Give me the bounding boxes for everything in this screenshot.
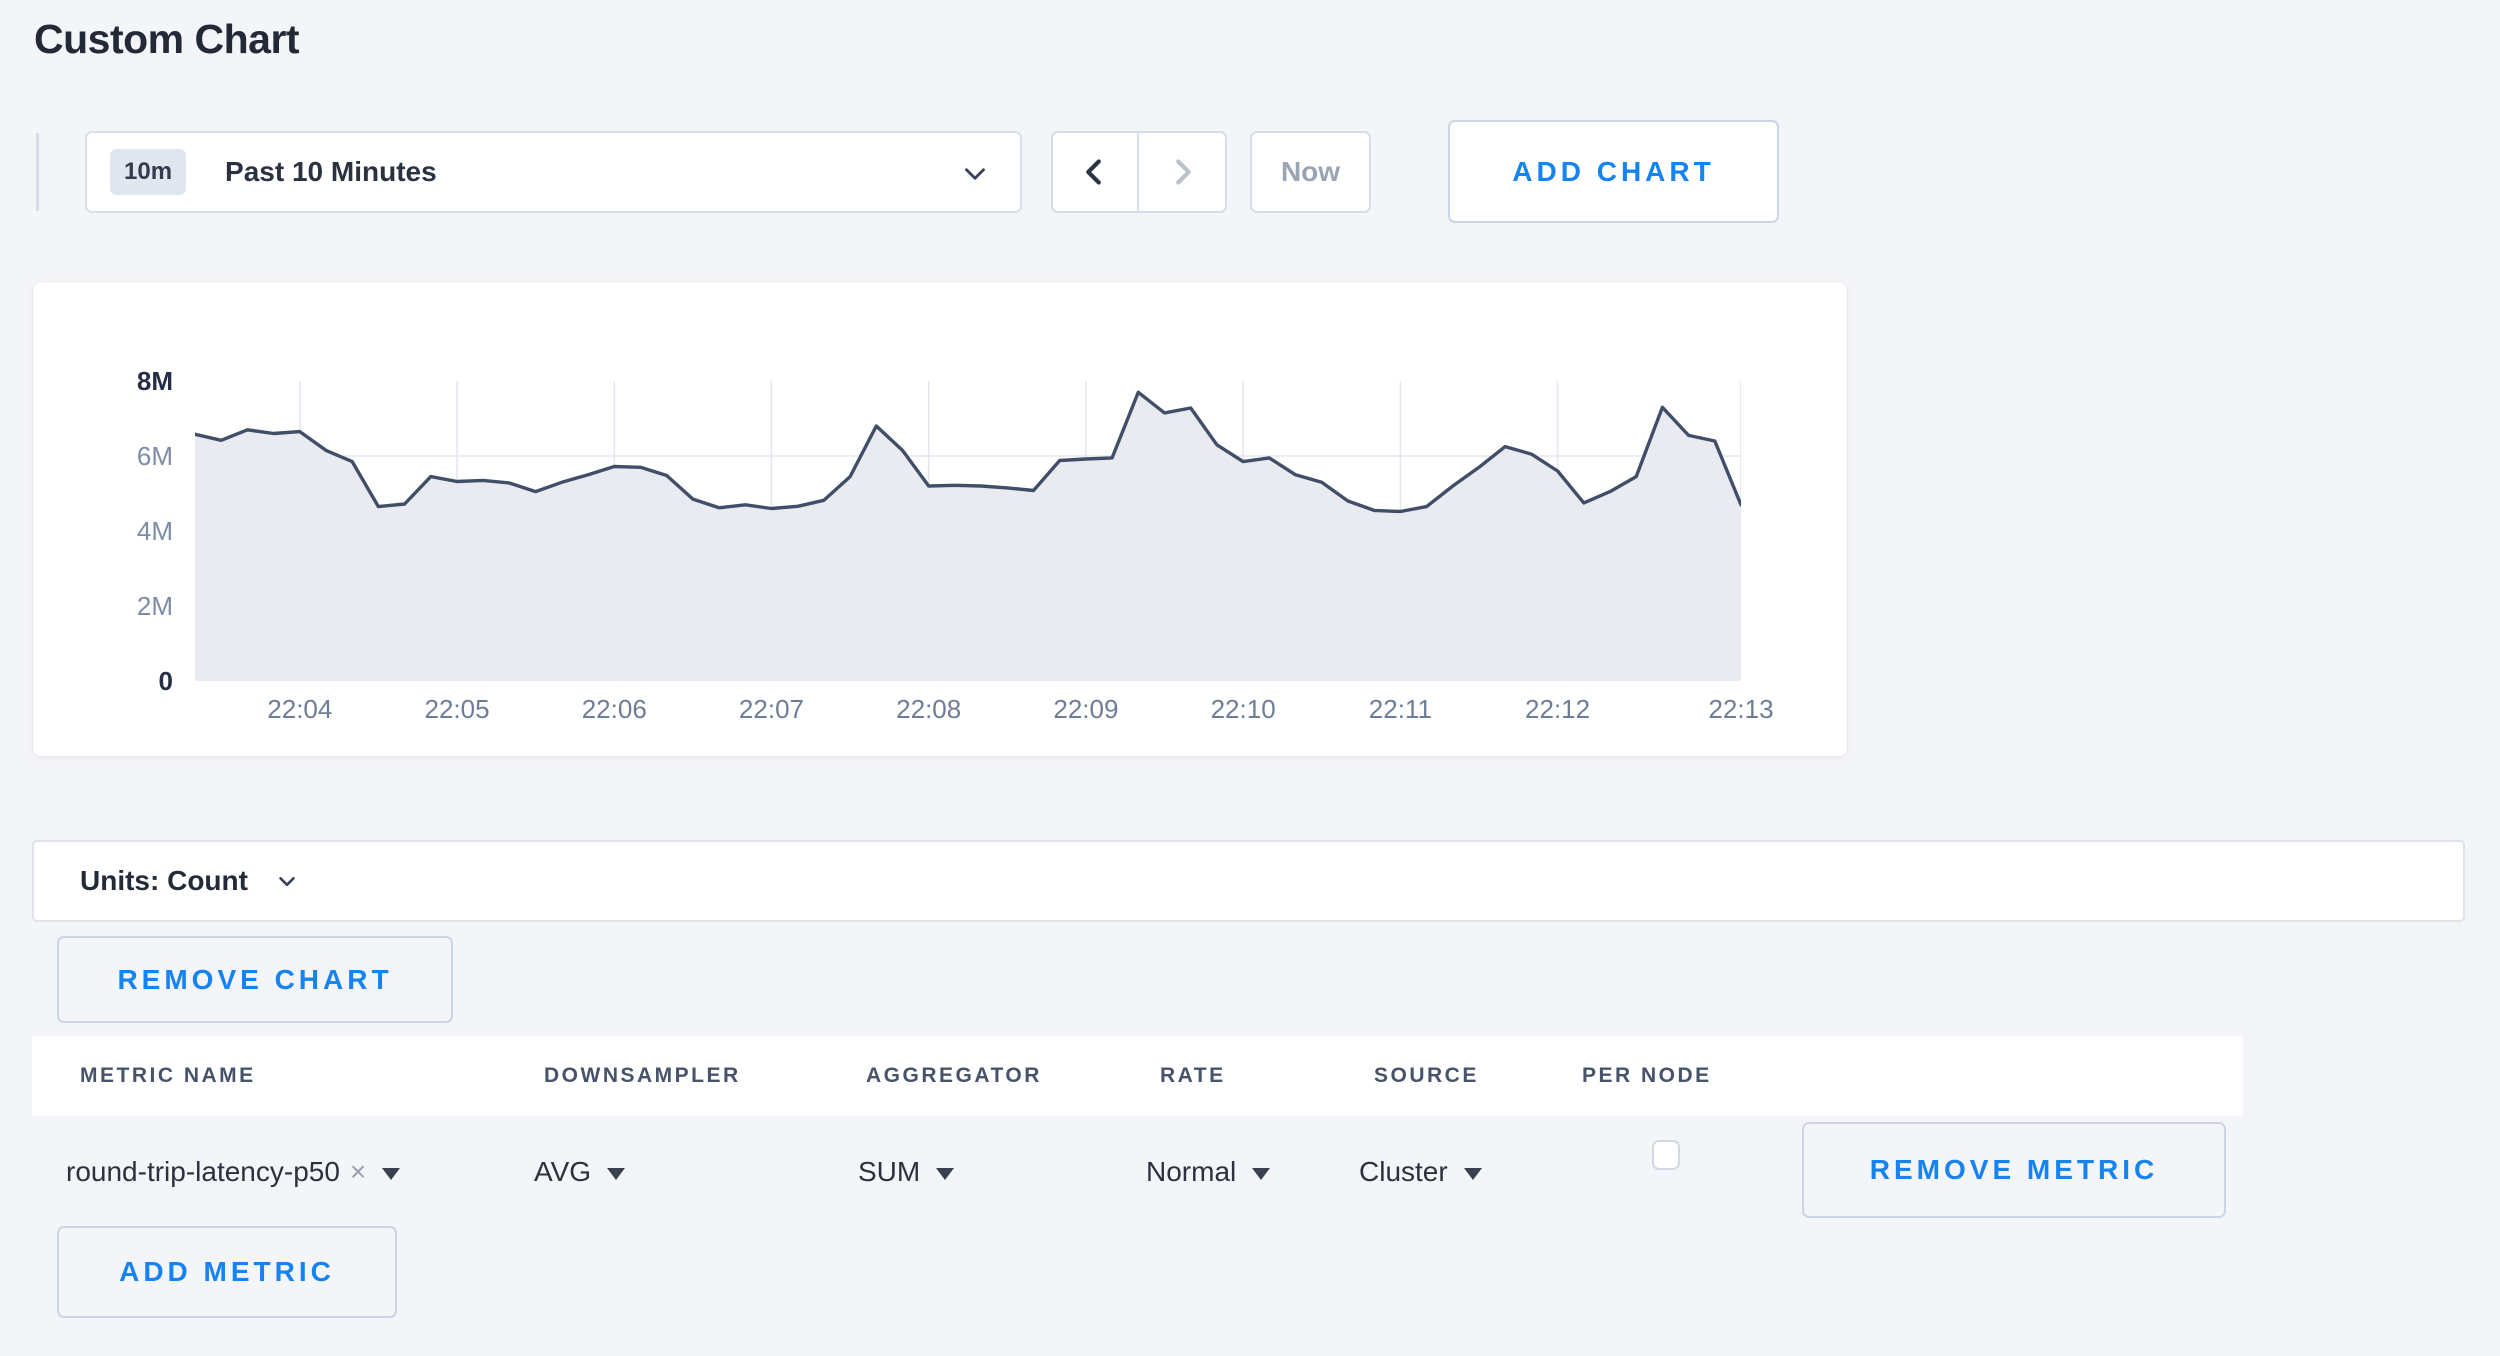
x-tick-label: 22:12 (1525, 694, 1591, 724)
add-chart-button[interactable]: ADD CHART (1448, 120, 1779, 223)
caret-down-icon (936, 1168, 955, 1180)
header-metric-name: METRIC NAME (80, 1064, 256, 1087)
prev-range-button[interactable] (1053, 133, 1139, 211)
units-label: Units: Count (80, 865, 248, 896)
per-node-checkbox[interactable] (1652, 1140, 1680, 1170)
caret-down-icon (382, 1168, 401, 1180)
x-tick-label: 22:09 (1053, 694, 1119, 724)
chevron-left-icon (1077, 154, 1113, 190)
x-tick-label: 22:07 (738, 694, 805, 724)
now-button[interactable]: Now (1250, 131, 1371, 213)
header-per-node: PER NODE (1582, 1064, 1712, 1087)
x-tick-label: 22:06 (581, 694, 647, 724)
header-aggregator: AGGREGATOR (866, 1064, 1042, 1087)
y-tick-label: 4M (136, 516, 173, 546)
time-range-select[interactable]: 10m Past 10 Minutes (85, 131, 1022, 213)
next-range-button[interactable] (1139, 133, 1225, 211)
chevron-down-icon (274, 868, 300, 894)
toolbar-divider (36, 133, 39, 211)
header-rate: RATE (1160, 1064, 1226, 1087)
chart-y-axis: 8M 6M 4M 2M 0 (33, 366, 173, 696)
remove-metric-button[interactable]: REMOVE METRIC (1802, 1122, 2226, 1218)
caret-down-icon (1463, 1168, 1482, 1180)
x-tick-label: 22:13 (1708, 694, 1774, 724)
header-source: SOURCE (1374, 1064, 1479, 1087)
time-range-badge: 10m (110, 149, 187, 195)
y-tick-label: 8M (136, 366, 173, 396)
header-downsampler: DOWNSAMPLER (544, 1064, 741, 1087)
downsampler-value: AVG (534, 1156, 592, 1187)
clear-metric-icon[interactable]: × (349, 1156, 367, 1187)
y-tick-label: 2M (136, 591, 173, 621)
rate-value: Normal (1146, 1156, 1237, 1187)
time-step-buttons (1051, 131, 1227, 213)
page-title: Custom Chart (34, 16, 300, 62)
aggregator-select[interactable]: SUM (858, 1116, 955, 1228)
aggregator-value: SUM (858, 1156, 921, 1187)
downsampler-select[interactable]: AVG (534, 1116, 626, 1228)
y-tick-label: 6M (136, 441, 173, 471)
add-metric-button[interactable]: ADD METRIC (57, 1226, 397, 1318)
table-row: round-trip-latency-p50 × AVG SUM Normal … (0, 1116, 2500, 1228)
x-tick-label: 22:08 (896, 694, 962, 724)
time-range-label: Past 10 Minutes (225, 156, 437, 187)
rate-select[interactable]: Normal (1146, 1116, 1271, 1228)
caret-down-icon (607, 1168, 626, 1180)
x-tick-label: 22:10 (1210, 694, 1276, 724)
metrics-table-header: METRIC NAME DOWNSAMPLER AGGREGATOR RATE … (32, 1036, 2243, 1116)
x-tick-label: 22:04 (267, 694, 333, 724)
caret-down-icon (1252, 1168, 1271, 1180)
x-tick-label: 22:11 (1368, 694, 1432, 724)
x-tick-label: 22:05 (424, 694, 490, 724)
chart-x-axis: 22:04 22:05 22:06 22:07 22:08 22:09 22:10 22:11… (195, 694, 1773, 730)
metric-name-select[interactable]: round-trip-latency-p50 × (66, 1116, 401, 1228)
chevron-down-icon (958, 157, 992, 191)
chart-card: 8M 6M 4M 2M 0 22:04 22:05 22:06 22:07 22:08 22:09… (32, 281, 1848, 757)
chart-plot[interactable] (193, 381, 1743, 681)
y-tick-label: 0 (158, 666, 173, 696)
chevron-right-icon (1164, 154, 1200, 190)
units-select[interactable]: Units: Count (32, 840, 2465, 922)
metric-name-value: round-trip-latency-p50 (66, 1156, 340, 1187)
source-value: Cluster (1359, 1156, 1448, 1187)
remove-chart-button[interactable]: REMOVE CHART (57, 936, 453, 1023)
chart-plot-svg (193, 381, 1743, 681)
source-select[interactable]: Cluster (1359, 1116, 1482, 1228)
